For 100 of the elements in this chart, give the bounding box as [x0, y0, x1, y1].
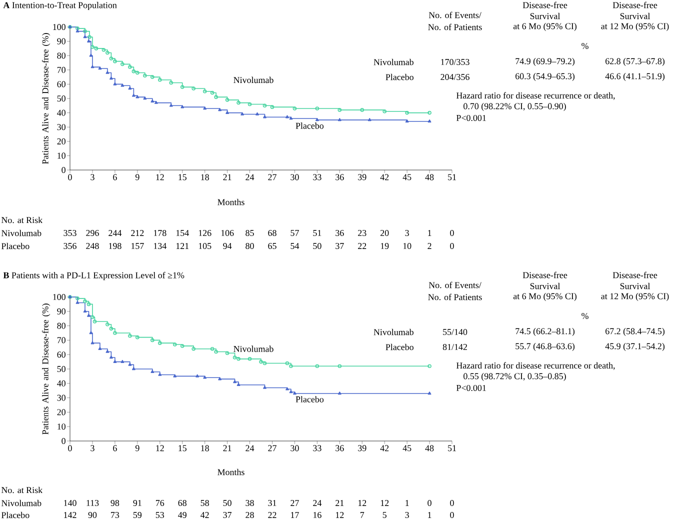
text: Placebo	[1, 242, 30, 250]
point	[94, 46, 98, 50]
y-tick-label: 80	[57, 322, 66, 329]
text: 19	[380, 242, 389, 249]
point	[98, 66, 102, 70]
x-tick-label: 24	[246, 174, 254, 180]
text: 198	[109, 242, 122, 249]
point	[214, 95, 218, 99]
text: 68	[178, 500, 186, 506]
text: 0.55 (98.72% CI, 0.35–0.85)	[464, 372, 566, 381]
y-tick-label: 0	[62, 166, 66, 173]
point	[286, 387, 289, 390]
x-tick-label: 12	[156, 445, 164, 452]
text: 60.3 (54.9–65.3)	[516, 72, 574, 81]
point	[132, 367, 136, 370]
point	[248, 102, 252, 106]
x-tick-label: 3	[90, 174, 94, 180]
point	[90, 65, 94, 68]
y-tick-label: 0	[62, 438, 66, 444]
text: 21	[336, 500, 344, 506]
point	[233, 380, 236, 384]
annotation: Nivolumab	[374, 328, 414, 336]
y-tick-label: 80	[57, 52, 66, 59]
point	[88, 35, 92, 39]
point	[120, 62, 124, 66]
point	[158, 341, 162, 345]
point	[86, 302, 91, 306]
point	[172, 342, 177, 346]
x-tick-label: 27	[268, 174, 276, 180]
point	[263, 386, 266, 389]
point	[128, 362, 132, 366]
point	[76, 296, 80, 300]
text: 17	[291, 512, 299, 518]
point	[225, 351, 230, 355]
x-tick-label: 30	[290, 174, 299, 180]
text: 45.9 (37.1–54.2)	[605, 342, 664, 351]
y-tick-label: 10	[58, 152, 66, 159]
point	[83, 299, 87, 304]
text: Placebo	[1, 512, 30, 518]
point	[76, 29, 80, 32]
text: 248	[86, 242, 99, 249]
point	[76, 300, 80, 304]
point	[262, 104, 267, 108]
point	[110, 356, 113, 359]
point	[76, 26, 80, 30]
point	[203, 106, 207, 110]
point	[102, 48, 106, 52]
y-tick-label: 30	[57, 124, 66, 130]
x-tick-label: 15	[178, 174, 186, 180]
point	[368, 118, 372, 122]
y-tick-label: 100	[53, 24, 66, 30]
text: 55.7 (46.8–63.6)	[516, 342, 574, 351]
text: Disease-free	[522, 272, 568, 278]
x-tick-label: 3	[90, 445, 94, 452]
x-tick-label: 30	[290, 445, 299, 452]
text: 356	[64, 242, 76, 249]
text: Nivolumab	[1, 230, 42, 236]
point	[90, 341, 94, 344]
text: 49	[178, 512, 186, 518]
point	[236, 382, 240, 386]
x-tick-label: 33	[313, 174, 322, 180]
text: Survival	[530, 12, 560, 20]
point	[180, 85, 184, 89]
annotation: 81/142	[442, 344, 467, 350]
x-tick-label: 21	[223, 445, 232, 452]
text: 212	[131, 230, 144, 236]
point	[106, 50, 110, 55]
x-tick-label: 18	[201, 445, 209, 452]
x-tick-label: 9	[135, 445, 140, 452]
point	[259, 360, 263, 364]
point	[428, 119, 432, 122]
y-tick-label: 10	[58, 424, 66, 430]
x-tick-label: 51	[448, 445, 456, 452]
point	[109, 56, 114, 60]
point	[210, 90, 214, 95]
point	[89, 331, 93, 334]
x-tick-label: 0	[68, 174, 72, 180]
text: 51	[313, 230, 322, 236]
text: 94	[223, 242, 232, 249]
text: 126	[198, 230, 212, 236]
point	[218, 377, 222, 380]
point	[136, 95, 140, 98]
point	[225, 98, 230, 102]
y-tick-label: 70	[57, 337, 66, 344]
text: Survival	[530, 282, 560, 290]
point	[106, 350, 110, 353]
point	[293, 392, 296, 395]
point	[128, 86, 132, 90]
annotation: 170/353	[441, 58, 470, 65]
y-tick-label: 30	[57, 394, 66, 401]
text: 73	[111, 512, 120, 518]
point	[83, 29, 87, 34]
text: 74.9 (69.9–79.2)	[516, 58, 574, 66]
text: 7	[360, 512, 364, 518]
y-tick-label: 100	[53, 294, 66, 300]
x-tick-label: 48	[425, 174, 434, 180]
point	[136, 335, 140, 340]
point	[338, 118, 342, 122]
series-label: Nivolumab	[234, 76, 274, 84]
point	[248, 356, 252, 361]
